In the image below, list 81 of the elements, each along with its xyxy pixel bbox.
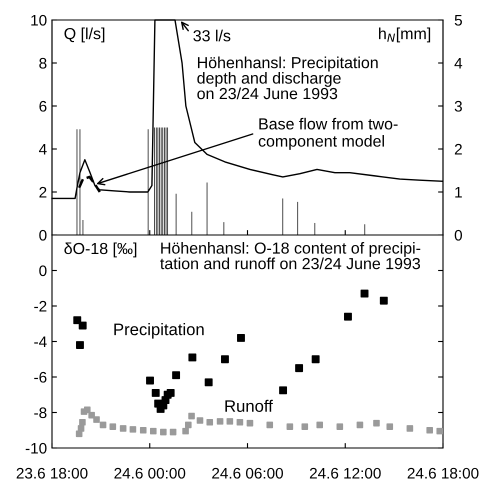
point (110, 423, 116, 430)
point (78, 322, 87, 330)
y-tick-label: 0 (39, 265, 47, 276)
annotation: Base flow from two- component model (258, 118, 398, 150)
annotation: 33 l/s (193, 30, 230, 42)
y-tick-label: -8 (34, 407, 46, 418)
point (336, 423, 344, 430)
point (436, 428, 443, 434)
point (302, 423, 308, 430)
point (152, 389, 160, 397)
x-tick-label: 24.6 12:00 (310, 468, 381, 479)
point (130, 426, 136, 433)
point (188, 354, 196, 362)
y-tick-label: 8 (39, 58, 46, 69)
y2-tick-label: 0 (454, 230, 462, 241)
point (312, 355, 320, 364)
y-axis-title: δO-18 [‰] (64, 242, 136, 258)
point (236, 418, 244, 426)
y-tick-label: -6 (34, 372, 46, 383)
point (185, 422, 192, 428)
series-label: Precipitation (114, 323, 204, 339)
y2-tick-label: 2 (454, 144, 462, 155)
y2-tick-label: 4 (454, 58, 462, 69)
point (246, 420, 254, 426)
point (196, 417, 204, 424)
point (344, 312, 352, 321)
point (88, 412, 95, 418)
point (216, 418, 224, 425)
y2-axis-title: h$_{N}$[mm] (379, 28, 430, 42)
y-tick-label: 4 (38, 144, 47, 155)
y-tick-label: 0 (39, 230, 47, 241)
text: Höhenhansl: O-18 content of precipi- tation and runoff on 23/24 June 1993 (160, 242, 420, 270)
y-axis-title: Q [l/s] (64, 28, 104, 42)
y2-tick-label: 1 (455, 187, 462, 198)
point (79, 418, 86, 426)
point (78, 425, 84, 432)
point (266, 422, 274, 428)
point (386, 423, 394, 430)
y-tick-label: -2 (34, 300, 46, 312)
y2-tick-label: 3 (454, 100, 462, 112)
point (166, 389, 175, 397)
x-tick-label: 24.6 18:00 (408, 468, 479, 479)
point (426, 426, 433, 434)
y-tick-label: 2 (39, 186, 46, 198)
point (182, 428, 189, 434)
y-tick-label: 6 (39, 100, 46, 112)
point (120, 425, 126, 432)
point (279, 386, 288, 394)
point (406, 425, 414, 432)
y-tick-label: -4 (34, 336, 47, 348)
y2-tick-label: 5 (454, 15, 462, 26)
point (356, 422, 364, 428)
point (150, 428, 157, 434)
point (160, 428, 167, 436)
point (380, 296, 388, 305)
x-tick-label: 23.6 18:00 (16, 468, 88, 479)
y-tick-label: 10 (31, 14, 47, 26)
point (100, 422, 106, 428)
point (295, 364, 304, 372)
point (76, 341, 84, 349)
point (237, 334, 245, 342)
point (170, 428, 176, 436)
text: Höhenhansl: Precipitation depth and discharge on 23/24 June 1993 (197, 56, 378, 100)
point (286, 423, 294, 430)
y-tick-label: -10 (26, 442, 47, 454)
point (140, 426, 147, 434)
point (206, 418, 214, 426)
point (188, 412, 195, 420)
series-label: Runoff (225, 400, 273, 412)
point (93, 416, 100, 423)
point (204, 378, 213, 386)
point (84, 406, 91, 414)
point (146, 376, 154, 384)
point (221, 355, 229, 364)
point (172, 371, 180, 380)
x-tick-label: 24.6 06:00 (212, 468, 284, 479)
point (226, 418, 234, 425)
point (360, 290, 368, 298)
x-tick-label: 24.6 00:00 (114, 468, 186, 479)
point (373, 420, 380, 426)
point (316, 422, 324, 428)
